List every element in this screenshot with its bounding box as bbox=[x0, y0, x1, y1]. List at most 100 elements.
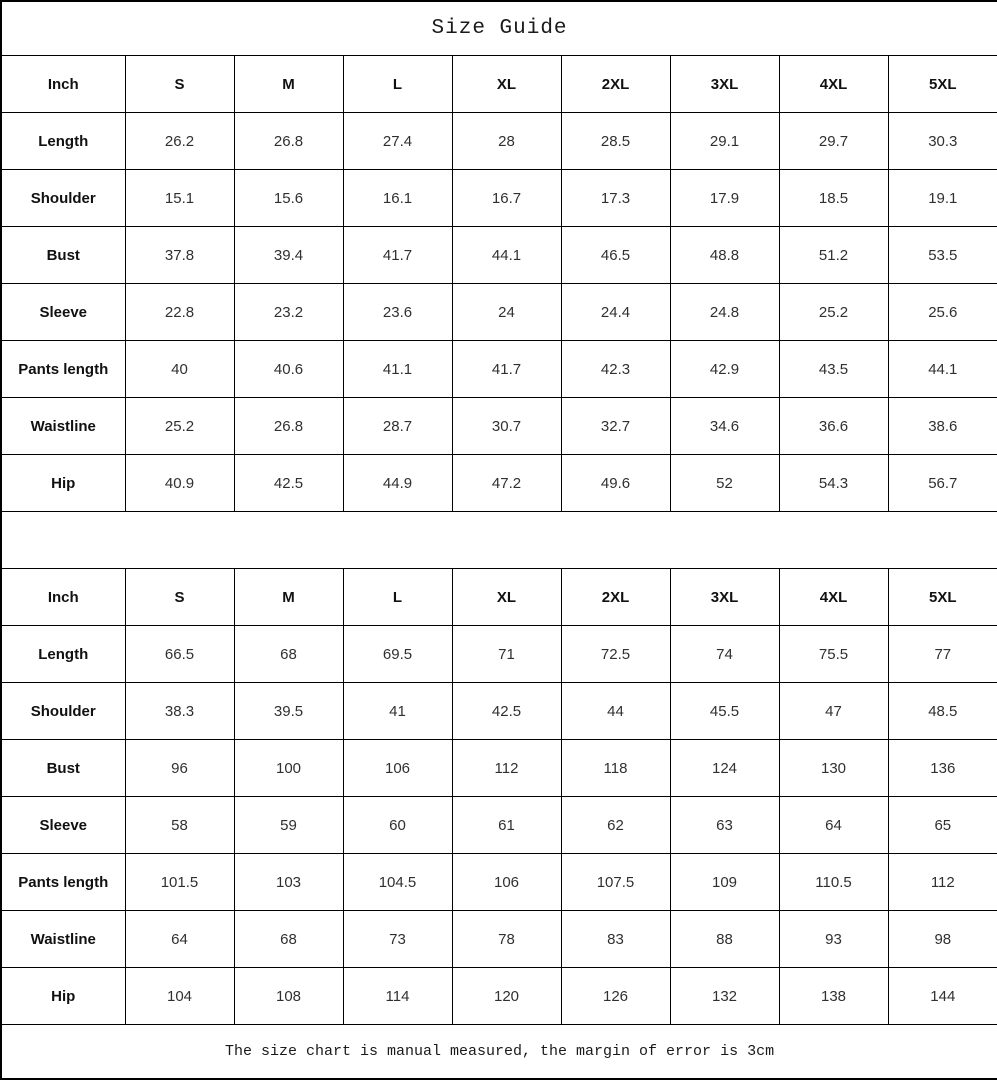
measurement-value: 17.9 bbox=[669, 169, 780, 227]
measurement-value: 47.2 bbox=[451, 454, 562, 512]
measurement-value: 40 bbox=[124, 340, 235, 398]
table-row: Length 66.5 68 69.5 71 72.5 74 75.5 77 bbox=[0, 625, 997, 683]
measurement-value: 42.5 bbox=[451, 682, 562, 740]
measurement-value: 44.1 bbox=[451, 226, 562, 284]
measurement-value: 27.4 bbox=[342, 112, 453, 170]
spacer-row bbox=[0, 511, 997, 569]
measurement-value: 130 bbox=[778, 739, 889, 797]
measurement-value: 48.5 bbox=[887, 682, 997, 740]
measurement-value: 40.9 bbox=[124, 454, 235, 512]
measurement-value: 78 bbox=[451, 910, 562, 968]
size-col-header: XL bbox=[451, 568, 562, 626]
measurement-value: 107.5 bbox=[560, 853, 671, 911]
measurement-value: 16.1 bbox=[342, 169, 453, 227]
measurement-value: 51.2 bbox=[778, 226, 889, 284]
measurement-value: 74 bbox=[669, 625, 780, 683]
measurement-value: 72.5 bbox=[560, 625, 671, 683]
measurement-value: 104 bbox=[124, 967, 235, 1025]
measurement-value: 17.3 bbox=[560, 169, 671, 227]
measurement-value: 23.2 bbox=[233, 283, 344, 341]
measurement-value: 77 bbox=[887, 625, 997, 683]
measurement-value: 138 bbox=[778, 967, 889, 1025]
measurement-value: 39.5 bbox=[233, 682, 344, 740]
measurement-value: 88 bbox=[669, 910, 780, 968]
measurement-value: 39.4 bbox=[233, 226, 344, 284]
measurement-value: 36.6 bbox=[778, 397, 889, 455]
title-row: Size Guide bbox=[0, 0, 997, 56]
measurement-value: 106 bbox=[451, 853, 562, 911]
size-col-header: 4XL bbox=[778, 568, 889, 626]
measurement-value: 44.9 bbox=[342, 454, 453, 512]
measurement-value: 120 bbox=[451, 967, 562, 1025]
unit-header-cell: Inch bbox=[0, 568, 126, 626]
table-row: Sleeve 58 59 60 61 62 63 64 65 bbox=[0, 796, 997, 854]
measurement-value: 49.6 bbox=[560, 454, 671, 512]
measurement-value: 29.7 bbox=[778, 112, 889, 170]
row-label: Sleeve bbox=[0, 283, 126, 341]
measurement-value: 44.1 bbox=[887, 340, 997, 398]
row-label: Waistline bbox=[0, 397, 126, 455]
measurement-value: 23.6 bbox=[342, 283, 453, 341]
measurement-value: 124 bbox=[669, 739, 780, 797]
measurement-value: 43.5 bbox=[778, 340, 889, 398]
measurement-value: 100 bbox=[233, 739, 344, 797]
measurement-value: 24.8 bbox=[669, 283, 780, 341]
size-col-header: 3XL bbox=[669, 55, 780, 113]
measurement-value: 46.5 bbox=[560, 226, 671, 284]
table-row: Shoulder 38.3 39.5 41 42.5 44 45.5 47 48.5 bbox=[0, 682, 997, 740]
measurement-value: 41.1 bbox=[342, 340, 453, 398]
row-label: Shoulder bbox=[0, 169, 126, 227]
measurement-value: 68 bbox=[233, 625, 344, 683]
measurement-value: 47 bbox=[778, 682, 889, 740]
measurement-value: 32.7 bbox=[560, 397, 671, 455]
row-label: Hip bbox=[0, 454, 126, 512]
measurement-value: 18.5 bbox=[778, 169, 889, 227]
measurement-value: 60 bbox=[342, 796, 453, 854]
table-row: Bust 96 100 106 112 118 124 130 136 bbox=[0, 739, 997, 797]
measurement-value: 64 bbox=[124, 910, 235, 968]
size-col-header: 5XL bbox=[887, 55, 997, 113]
note-row: The size chart is manual measured, the m… bbox=[0, 1024, 997, 1080]
measurement-value: 42.9 bbox=[669, 340, 780, 398]
size-col-header: 3XL bbox=[669, 568, 780, 626]
measurement-value: 15.6 bbox=[233, 169, 344, 227]
measurement-value: 54.3 bbox=[778, 454, 889, 512]
table-row: Shoulder 15.1 15.6 16.1 16.7 17.3 17.9 18.5 19.1 bbox=[0, 169, 997, 227]
table-row: Pants length 101.5 103 104.5 106 107.5 109 110.… bbox=[0, 853, 997, 911]
measurement-value: 110.5 bbox=[778, 853, 889, 911]
row-label: Pants length bbox=[0, 853, 126, 911]
measurement-value: 41.7 bbox=[451, 340, 562, 398]
measurement-value: 103 bbox=[233, 853, 344, 911]
size-col-header: M bbox=[233, 568, 344, 626]
row-label: Length bbox=[0, 625, 126, 683]
size-col-header: 2XL bbox=[560, 568, 671, 626]
measurement-value: 136 bbox=[887, 739, 997, 797]
row-label: Sleeve bbox=[0, 796, 126, 854]
row-label: Shoulder bbox=[0, 682, 126, 740]
size-col-header: L bbox=[342, 568, 453, 626]
row-label: Bust bbox=[0, 226, 126, 284]
measurement-value: 58 bbox=[124, 796, 235, 854]
measurement-value: 144 bbox=[887, 967, 997, 1025]
measurement-value: 112 bbox=[887, 853, 997, 911]
measurement-value: 41 bbox=[342, 682, 453, 740]
measurement-value: 42.5 bbox=[233, 454, 344, 512]
measurement-value: 40.6 bbox=[233, 340, 344, 398]
measurement-value: 69.5 bbox=[342, 625, 453, 683]
measurement-value: 114 bbox=[342, 967, 453, 1025]
measurement-value: 28.7 bbox=[342, 397, 453, 455]
measurement-value: 24 bbox=[451, 283, 562, 341]
size-col-header: 2XL bbox=[560, 55, 671, 113]
measurement-value: 41.7 bbox=[342, 226, 453, 284]
measurement-value: 63 bbox=[669, 796, 780, 854]
size-header-row: Inch S M L XL 2XL 3XL 4XL 5XL bbox=[0, 55, 997, 113]
row-label: Pants length bbox=[0, 340, 126, 398]
row-label: Hip bbox=[0, 967, 126, 1025]
measurement-value: 98 bbox=[887, 910, 997, 968]
measurement-value: 106 bbox=[342, 739, 453, 797]
page-title: Size Guide bbox=[0, 0, 997, 56]
measurement-value: 66.5 bbox=[124, 625, 235, 683]
measurement-value: 26.2 bbox=[124, 112, 235, 170]
